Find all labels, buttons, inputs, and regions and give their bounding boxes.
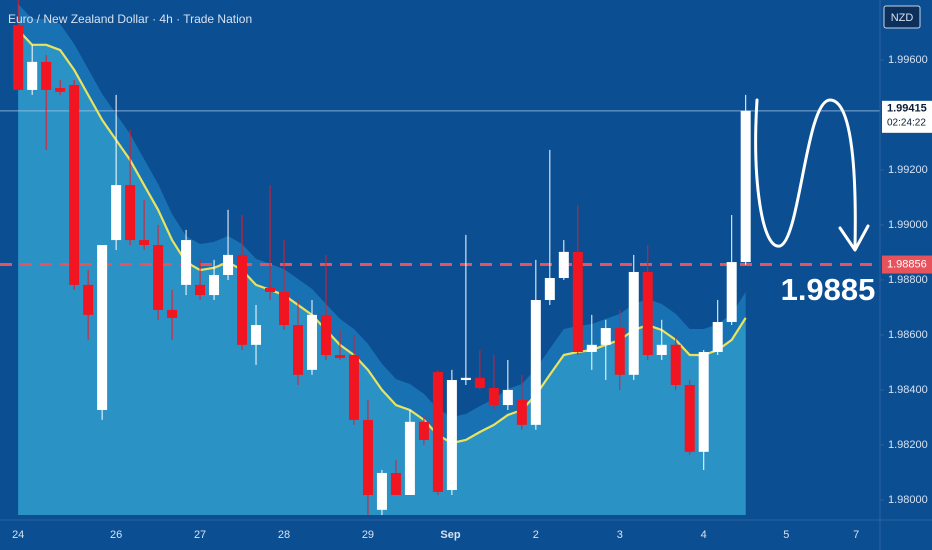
x-tick-label: 4 xyxy=(701,529,707,541)
candle-body xyxy=(558,251,569,279)
y-tick-label: 1.99600 xyxy=(888,54,928,66)
price-label: 1.99415 xyxy=(887,103,927,115)
candle-body xyxy=(306,314,317,370)
x-tick-label: 27 xyxy=(194,529,206,541)
candle-body xyxy=(586,344,597,352)
area-layer xyxy=(18,3,746,515)
candle-body xyxy=(740,110,751,263)
currency-box xyxy=(883,5,921,29)
candle-body xyxy=(251,325,262,345)
candle-body xyxy=(320,314,331,356)
candle-body xyxy=(376,472,387,510)
x-tick-label: Sep xyxy=(440,529,460,541)
currency-label: NZD xyxy=(891,12,914,24)
candle-body xyxy=(684,384,695,452)
candle-body xyxy=(474,377,485,389)
y-tick-label: 1.98400 xyxy=(888,384,928,396)
candle-body xyxy=(348,355,359,420)
candle-body xyxy=(292,325,303,375)
arrow-head xyxy=(838,224,870,252)
y-tick-label: 1.98000 xyxy=(888,494,928,506)
candle-body xyxy=(195,284,206,296)
annotation: 1.9885 xyxy=(781,272,876,307)
level-label-box xyxy=(882,255,932,274)
candle-body xyxy=(670,344,681,385)
candle-layer xyxy=(13,0,751,516)
candle-body xyxy=(209,274,220,296)
candle-body xyxy=(153,245,164,310)
y-tick-label: 1.98800 xyxy=(888,274,928,286)
candle-body xyxy=(642,271,653,356)
x-tick-label: 7 xyxy=(853,529,859,541)
y-tick-label: 1.98200 xyxy=(888,439,928,451)
candle-body xyxy=(600,328,611,345)
candle-body xyxy=(572,251,583,352)
axis-layer: 1.98000 1.98200 1.98400 1.98600 1.98800 1.990… xyxy=(12,54,932,541)
candle-body xyxy=(181,240,192,285)
candle-body xyxy=(362,419,373,495)
candle-body xyxy=(390,472,401,495)
price-timer: 02:24:22 xyxy=(887,117,926,128)
ema-area xyxy=(18,29,746,515)
x-tick-label: 26 xyxy=(110,529,122,541)
candle-body xyxy=(27,61,38,90)
candle-body xyxy=(265,287,276,293)
level-label: 1.98856 xyxy=(887,258,927,270)
x-tick-label: 3 xyxy=(617,529,623,541)
x-tick-label: 24 xyxy=(12,529,24,541)
candle-body xyxy=(404,421,415,495)
candle-body xyxy=(237,254,248,345)
candle-body xyxy=(460,377,471,381)
y-tick-label: 1.99000 xyxy=(888,219,928,231)
chart-title: Euro / New Zealand Dollar · 4h · Trade N… xyxy=(8,12,252,26)
candle-body xyxy=(83,284,94,315)
candle-body xyxy=(223,254,234,275)
candle-body xyxy=(13,25,24,90)
candle-body xyxy=(111,185,122,241)
x-tick-label: 29 xyxy=(362,529,374,541)
y-tick-label: 1.98600 xyxy=(888,329,928,341)
candle-body xyxy=(530,300,541,425)
candle-body xyxy=(432,372,443,492)
y-tick-label: 1.99200 xyxy=(888,164,928,176)
candle-body xyxy=(55,87,66,92)
candle-body xyxy=(712,322,723,352)
candle-body xyxy=(614,328,625,375)
candle-body xyxy=(418,421,429,440)
price-label-box xyxy=(882,100,932,133)
candle-body xyxy=(516,399,527,425)
candle-body xyxy=(97,245,108,411)
candle-body xyxy=(544,278,555,301)
candle-body xyxy=(279,292,290,326)
candle-body xyxy=(628,271,639,375)
x-tick-label: 2 xyxy=(533,529,539,541)
drawn-arrow xyxy=(754,98,857,250)
candle-body xyxy=(334,355,345,359)
candle-body xyxy=(69,84,80,285)
x-tick-label: 5 xyxy=(783,529,789,541)
candle-body xyxy=(488,388,499,406)
candle-body xyxy=(446,380,457,491)
candle-body xyxy=(167,309,178,318)
candle-body xyxy=(726,262,737,323)
candle-body xyxy=(656,344,667,356)
candle-body xyxy=(502,389,513,406)
candle-body xyxy=(41,61,52,90)
candle-body xyxy=(698,351,709,452)
candle-body xyxy=(139,240,150,246)
candle-body xyxy=(125,185,136,241)
x-tick-label: 28 xyxy=(278,529,290,541)
